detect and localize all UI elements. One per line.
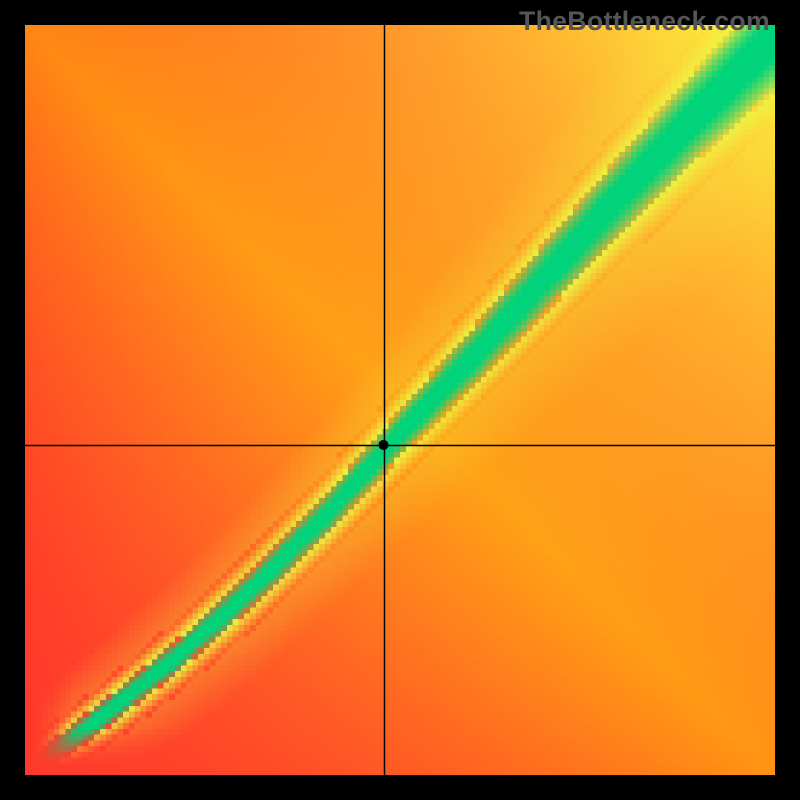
crosshair-overlay [25,25,775,775]
watermark-text: TheBottleneck.com [519,6,770,37]
chart-frame: { "canvas": { "full_width": 800, "full_h… [0,0,800,800]
